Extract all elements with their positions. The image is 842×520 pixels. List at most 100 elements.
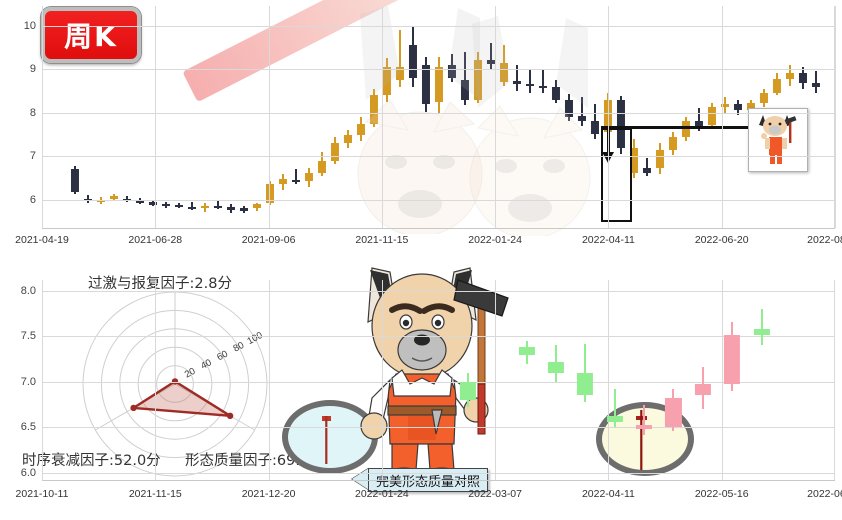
candle-wick xyxy=(541,69,544,94)
gridline-vertical xyxy=(495,6,496,228)
candle-body xyxy=(798,73,807,84)
gridline-vertical xyxy=(608,280,609,480)
x-axis-tick-label: 2022-03-07 xyxy=(468,488,522,500)
candlestick xyxy=(276,6,289,228)
dog-watermark-left xyxy=(357,6,483,234)
candle-body xyxy=(148,202,157,205)
x-axis-tick-label: 2021-11-15 xyxy=(128,488,182,500)
candle-body xyxy=(636,425,653,430)
candle-body xyxy=(681,121,690,137)
candle-wick xyxy=(760,309,763,346)
candle-wick xyxy=(528,69,531,93)
candlestick xyxy=(419,6,432,228)
radar-polygon xyxy=(132,380,232,418)
candlestick xyxy=(68,6,81,228)
x-axis-tick-label: 2022-08-08 xyxy=(807,234,842,246)
candlestick xyxy=(211,6,224,228)
candlestick xyxy=(484,6,497,228)
y-axis-tick-label: 6.5 xyxy=(20,421,36,434)
x-axis-tick-label: 2022-06-20 xyxy=(694,234,749,246)
y-axis-tick-label: 8.0 xyxy=(20,284,36,297)
radar-label-time-decay: 时序衰减因子:52.0分 xyxy=(22,453,161,469)
candlestick xyxy=(159,6,172,228)
x-axis-tick-label: 2022-05-16 xyxy=(694,488,749,500)
y-axis-tick-label: 9 xyxy=(29,63,36,76)
candlestick xyxy=(718,280,747,480)
candle-body xyxy=(724,334,741,384)
candlestick xyxy=(718,6,731,228)
callout-arrow-icon xyxy=(352,468,369,490)
x-axis-tick-label: 2021-04-19 xyxy=(15,234,69,246)
candlestick xyxy=(315,6,328,228)
gridline-horizontal xyxy=(42,69,835,70)
candlestick xyxy=(731,6,744,228)
radar-vertex xyxy=(171,378,179,385)
candle-body xyxy=(655,149,664,169)
y-axis-tick-label: 8 xyxy=(29,106,36,119)
gridline-vertical xyxy=(834,280,835,480)
candle-wick xyxy=(294,169,297,185)
candle-body xyxy=(459,381,476,400)
candle-body xyxy=(720,103,729,108)
candlestick xyxy=(809,6,822,228)
x-axis-tick-label: 2021-09-06 xyxy=(241,234,296,246)
gridline-vertical xyxy=(722,280,723,480)
gridline-vertical xyxy=(42,280,43,480)
candlestick xyxy=(302,6,315,228)
candlestick xyxy=(614,6,627,228)
candle-wick xyxy=(463,51,466,105)
target-hammer-candle xyxy=(636,410,647,470)
y-axis-tick-label: 7.0 xyxy=(20,375,36,388)
candle-body xyxy=(616,99,625,149)
radar-tick-label: 60 xyxy=(215,349,230,364)
candle-body xyxy=(304,172,313,182)
candlestick xyxy=(471,6,484,228)
candle-body xyxy=(382,66,391,96)
dog-watermark-right xyxy=(469,16,591,236)
dog-mascot-small-icon xyxy=(759,115,797,164)
x-axis-tick-label: 2022-01-24 xyxy=(354,488,409,500)
candlestick xyxy=(453,280,482,480)
gridline-horizontal xyxy=(42,427,835,428)
candle-wick xyxy=(584,343,587,402)
candle-body xyxy=(356,123,365,136)
candlestick xyxy=(575,6,588,228)
x-axis-line xyxy=(42,228,835,229)
candle-body xyxy=(707,107,716,125)
annotation-highlight-box xyxy=(601,128,632,222)
candle-body xyxy=(577,372,594,395)
candlestick xyxy=(523,6,536,228)
candle-body xyxy=(759,92,768,104)
candle-wick xyxy=(398,29,401,87)
candlestick xyxy=(185,6,198,228)
candlestick xyxy=(688,280,717,480)
gridline-vertical xyxy=(382,280,383,480)
candlestick xyxy=(146,6,159,228)
candle-wick xyxy=(697,108,700,131)
candle-body xyxy=(174,204,183,208)
candle-body xyxy=(694,383,711,396)
radar-vertex xyxy=(226,412,234,420)
candlestick xyxy=(328,6,341,228)
candlestick xyxy=(653,6,666,228)
candlestick xyxy=(458,6,471,228)
candle-body xyxy=(551,87,560,100)
candle-body xyxy=(70,169,79,192)
candlestick xyxy=(250,6,263,228)
candlestick xyxy=(747,280,776,480)
candlestick xyxy=(354,6,367,228)
candle-body xyxy=(518,347,535,355)
candlestick xyxy=(81,6,94,228)
candlestick xyxy=(601,6,614,228)
candle-wick xyxy=(814,71,817,93)
candle-body xyxy=(109,196,118,199)
candlestick xyxy=(600,280,629,480)
candle-body xyxy=(668,136,677,150)
radar-tick-label: 40 xyxy=(199,357,214,372)
candle-wick xyxy=(216,201,219,210)
gridline-horizontal xyxy=(42,156,835,157)
gridline-horizontal xyxy=(42,291,835,292)
y-axis-tick-label: 10 xyxy=(23,19,36,32)
radar-tick-label: 80 xyxy=(232,340,247,355)
candle-body xyxy=(226,206,235,211)
